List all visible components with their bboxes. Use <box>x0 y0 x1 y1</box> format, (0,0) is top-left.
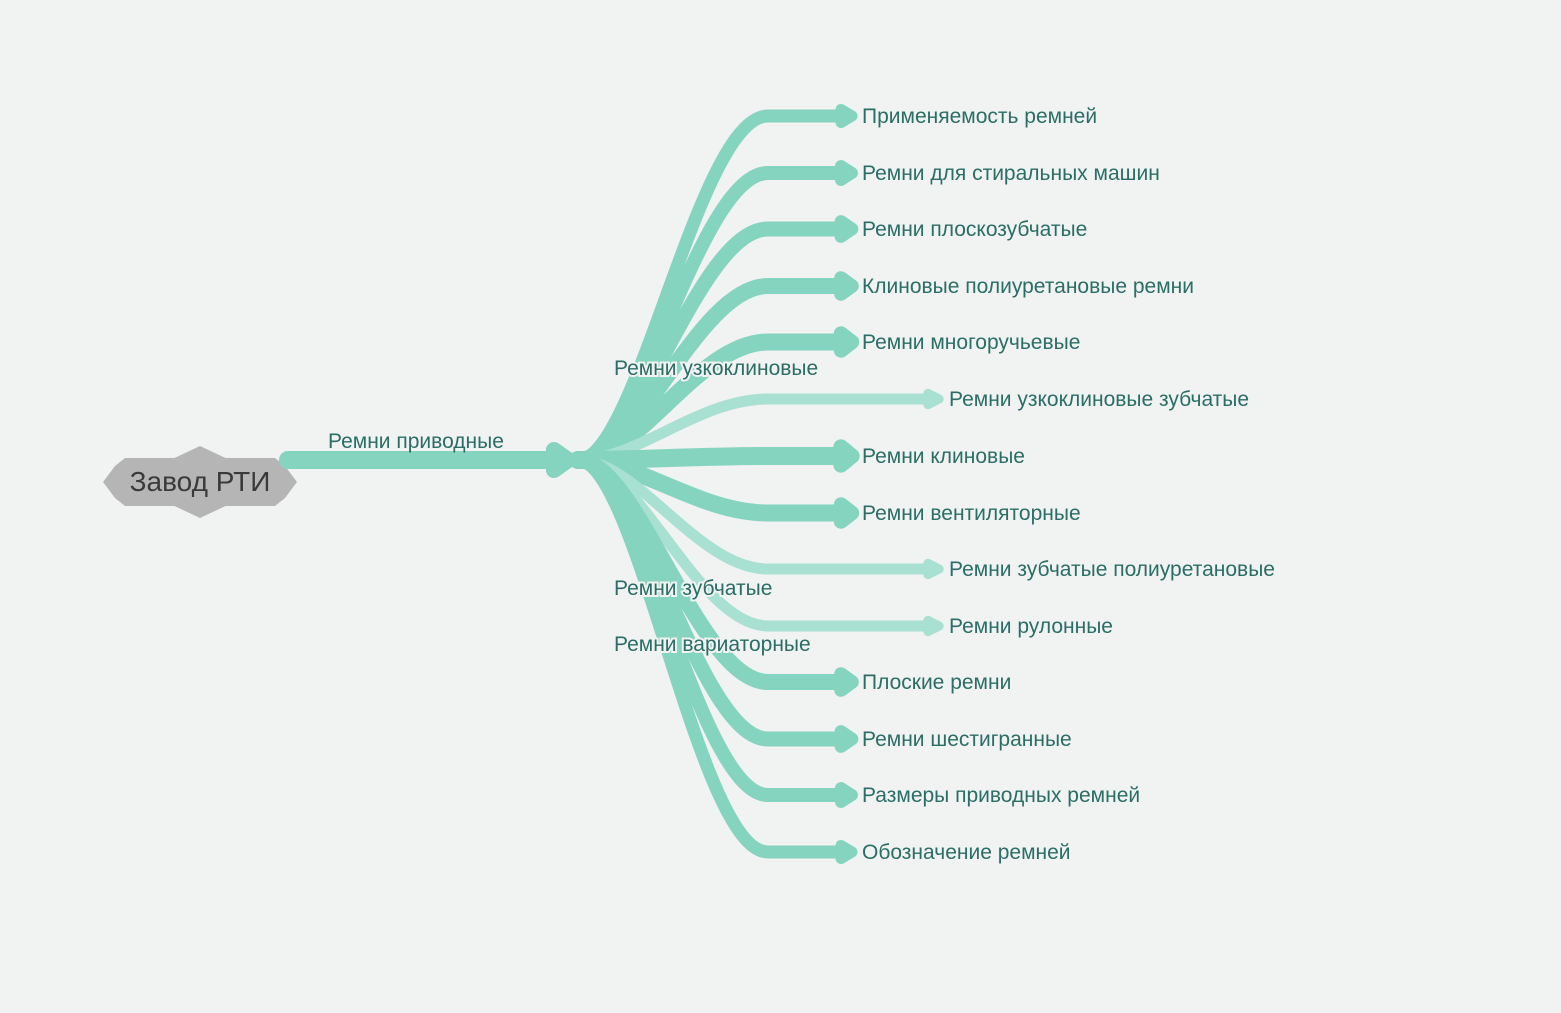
branch-arrow <box>928 564 939 575</box>
leaf-label[interactable]: Ремни клиновые <box>862 445 1025 468</box>
branch-arrow <box>841 222 852 237</box>
leaf-label[interactable]: Обозначение ремней <box>862 841 1071 864</box>
mid-label[interactable]: Ремни зубчатые <box>614 577 772 600</box>
mid-label[interactable]: Ремни узкоклиновые <box>614 357 818 380</box>
leaf-label[interactable]: Клиновые полиуретановые ремни <box>862 275 1194 298</box>
leaf-label[interactable]: Ремни плоскозубчатые <box>862 218 1087 241</box>
branch-arrow <box>841 788 852 802</box>
trunk <box>288 450 568 470</box>
leaf-label[interactable]: Ремни рулонные <box>949 615 1113 638</box>
branch-arrow <box>841 674 852 690</box>
leaf-label[interactable]: Ремни узкоклиновые зубчатые <box>949 388 1249 411</box>
leaf-label[interactable]: Плоские ремни <box>862 671 1011 694</box>
leaf-label[interactable]: Ремни вентиляторные <box>862 502 1081 525</box>
trunk-arrow <box>554 450 568 470</box>
root-node-label: Завод РТИ <box>130 466 271 497</box>
branch-arrow <box>841 846 852 859</box>
leaf-label[interactable]: Ремни шестигранные <box>862 728 1072 751</box>
level1-label[interactable]: Ремни приводные <box>328 430 504 453</box>
branch-arrow <box>928 394 939 405</box>
leaf-label[interactable]: Применяемость ремней <box>862 105 1097 128</box>
branch-arrow <box>841 447 852 465</box>
branch-arrow <box>841 732 852 747</box>
leaf-label[interactable]: Ремни для стиральных машин <box>862 162 1160 185</box>
branch-arrow <box>841 505 852 522</box>
mindmap-canvas: Завод РТИ Ремни приводные Ремни узкоклин… <box>0 0 1561 1013</box>
branch-arrow <box>841 334 852 351</box>
branch-arrow <box>841 166 852 180</box>
leaf-label[interactable]: Размеры приводных ремней <box>862 784 1140 807</box>
leaf-label[interactable]: Ремни зубчатые полиуретановые <box>949 558 1275 581</box>
mid-label[interactable]: Ремни вариаторные <box>614 633 811 656</box>
branch-arrow <box>841 110 852 123</box>
leaf-label[interactable]: Ремни многоручьевые <box>862 331 1080 354</box>
branch-arrow <box>841 278 852 294</box>
branch-arrow <box>928 621 939 632</box>
